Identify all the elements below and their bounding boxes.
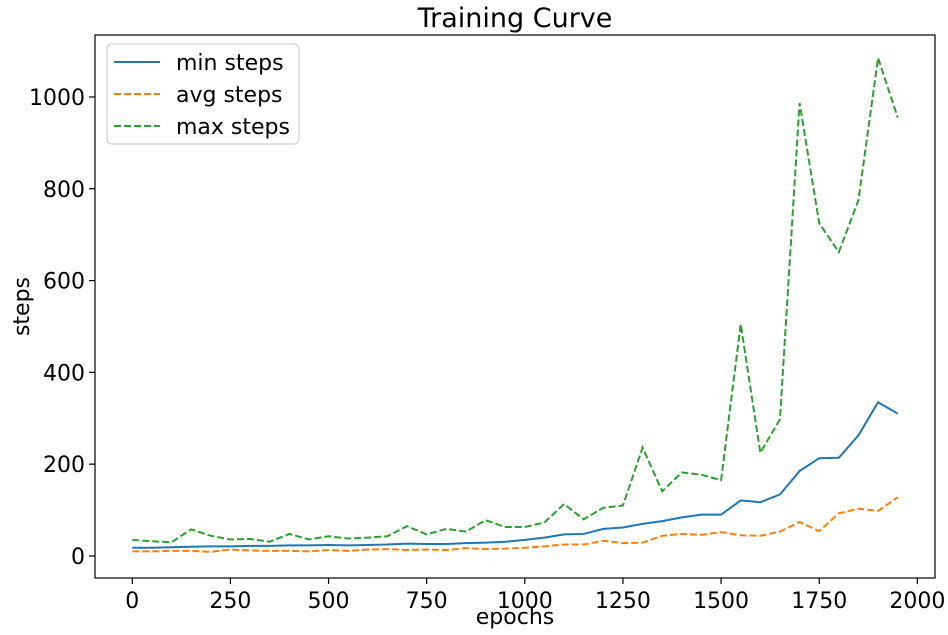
x-tick-label: 500 — [308, 589, 350, 614]
x-axis-label: epochs — [476, 605, 554, 630]
y-tick-label: 800 — [43, 178, 85, 203]
y-tick-label: 400 — [43, 361, 85, 386]
series-line-3 — [132, 57, 899, 544]
x-tick-label: 1000 — [497, 589, 553, 614]
series-line-1 — [132, 400, 899, 549]
y-tick-label: 0 — [71, 545, 85, 570]
x-tick-label: 750 — [406, 589, 448, 614]
y-axis-label: steps — [10, 277, 35, 336]
y-tick-label: 600 — [43, 270, 85, 295]
legend-label-2: avg steps — [176, 83, 283, 108]
series-line-2 — [132, 496, 899, 553]
x-tick-label: 1250 — [595, 589, 651, 614]
x-tick-label: 1500 — [693, 589, 749, 614]
legend: min steps avg steps max steps — [106, 43, 300, 145]
y-tick-label: 1000 — [29, 86, 85, 111]
x-tick-label: 1750 — [791, 589, 847, 614]
plot-area: 0 250 500 750 1000 1250 1500 1750 2000 0 200 400 600… — [29, 34, 945, 614]
x-tick-label: 250 — [209, 589, 251, 614]
x-tick-label: 2000 — [889, 589, 945, 614]
chart-title: Training Curve — [417, 3, 613, 34]
legend-label-3: max steps — [176, 115, 290, 140]
legend-box — [106, 43, 300, 145]
axes-frame — [94, 34, 936, 579]
y-tick-label: 200 — [43, 453, 85, 478]
x-tick-label: 0 — [125, 589, 139, 614]
legend-label-1: min steps — [176, 51, 284, 76]
